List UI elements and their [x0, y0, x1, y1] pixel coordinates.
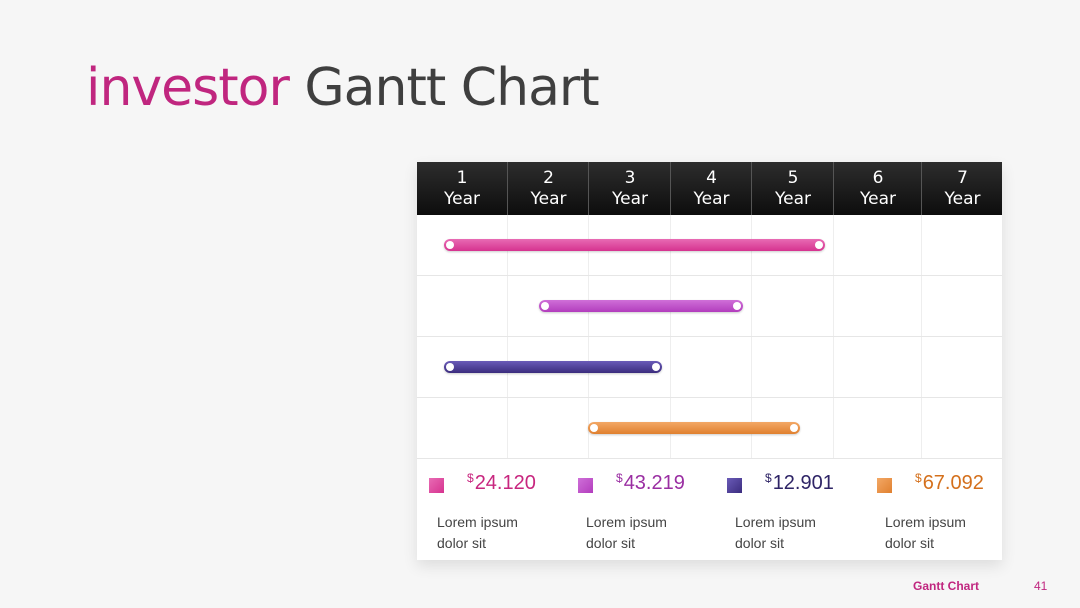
legend-description: Lorem ipsum dolor sit: [735, 514, 816, 551]
year-unit: Year: [775, 188, 811, 209]
legend-swatch: [429, 478, 444, 493]
legend-description: Lorem ipsum dolor sit: [586, 514, 667, 551]
year-number: 6: [872, 167, 884, 188]
year-unit: Year: [944, 188, 981, 209]
legend-description: Lorem ipsum dolor sit: [885, 514, 966, 551]
legend-item: $67.092 Lorem ipsum dolor sit: [865, 468, 1005, 554]
bar-end-marker: [814, 241, 823, 249]
legend-amount: 24.120: [474, 472, 536, 494]
currency-symbol: $: [467, 471, 474, 485]
year-number: 5: [787, 167, 799, 188]
legend-swatch: [578, 478, 593, 493]
gantt-grid: [417, 215, 1002, 459]
year-column-header: 7 Year: [921, 162, 1003, 215]
gantt-bar: [444, 361, 662, 373]
legend-item: $12.901 Lorem ipsum dolor sit: [715, 468, 855, 554]
legend-description: Lorem ipsum dolor sit: [437, 514, 518, 551]
year-column-header: 5 Year: [751, 162, 834, 215]
legend-item: $24.120 Lorem ipsum dolor sit: [417, 468, 557, 554]
year-unit: Year: [612, 188, 648, 209]
year-unit: Year: [860, 188, 896, 209]
year-number: 7: [957, 167, 968, 188]
title-rest: Gantt Chart: [304, 58, 599, 118]
year-unit: Year: [693, 188, 730, 209]
grid-hline: [417, 275, 1002, 276]
bar-start-marker: [446, 363, 454, 371]
gantt-chart-card: 1 Year 2 Year 3 Year 4 Year 5 Year 6 Year 7 Year $24.…: [417, 162, 1002, 560]
bar-start-marker: [446, 241, 454, 249]
currency-symbol: $: [915, 471, 922, 485]
legend-value: $43.219: [616, 471, 685, 495]
legend-amount: 43.219: [623, 472, 685, 494]
year-column-header: 6 Year: [833, 162, 922, 215]
legend-value: $12.901: [765, 471, 834, 495]
bar-start-marker: [541, 302, 550, 310]
gantt-header: 1 Year 2 Year 3 Year 4 Year 5 Year 6 Year 7 Year: [417, 162, 1002, 215]
year-column-header: 3 Year: [588, 162, 671, 215]
legend-value: $67.092: [915, 471, 984, 495]
gantt-bar: [588, 422, 801, 434]
bar-end-marker: [732, 302, 741, 310]
bar-end-marker: [790, 424, 799, 432]
year-number: 4: [706, 167, 717, 188]
currency-symbol: $: [616, 471, 623, 485]
title-accent: investor: [86, 58, 290, 118]
grid-hline: [417, 458, 1002, 459]
year-number: 2: [543, 167, 554, 188]
legend-swatch: [727, 478, 742, 493]
bar-start-marker: [590, 424, 598, 432]
year-column-header: 1 Year: [417, 162, 507, 215]
legend-value: $24.120: [467, 471, 536, 495]
year-number: 1: [456, 167, 468, 188]
year-column-header: 2 Year: [507, 162, 589, 215]
year-unit: Year: [444, 188, 480, 209]
bar-end-marker: [651, 363, 660, 371]
legend-swatch: [877, 478, 892, 493]
year-unit: Year: [530, 188, 567, 209]
year-number: 3: [624, 167, 636, 188]
legend-item: $43.219 Lorem ipsum dolor sit: [566, 468, 706, 554]
legend-amount: 12.901: [772, 472, 834, 494]
gantt-bar: [444, 239, 825, 251]
footer-label: Gantt Chart: [913, 579, 979, 593]
grid-hline: [417, 336, 1002, 337]
legend-amount: 67.092: [922, 472, 984, 494]
year-column-header: 4 Year: [670, 162, 752, 215]
gantt-bar: [539, 300, 743, 312]
currency-symbol: $: [765, 471, 772, 485]
slide-title: investor Gantt Chart: [86, 52, 600, 124]
page-number: 41: [1034, 579, 1048, 593]
grid-hline: [417, 397, 1002, 398]
